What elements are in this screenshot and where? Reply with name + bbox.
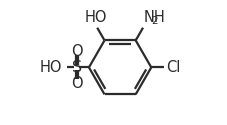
Text: O: O bbox=[71, 44, 82, 59]
Text: S: S bbox=[71, 60, 81, 75]
Text: HO: HO bbox=[39, 60, 62, 75]
Text: O: O bbox=[71, 76, 82, 91]
Text: NH: NH bbox=[143, 10, 165, 26]
Text: Cl: Cl bbox=[166, 60, 180, 75]
Text: 2: 2 bbox=[151, 16, 157, 26]
Text: HO: HO bbox=[84, 10, 107, 26]
